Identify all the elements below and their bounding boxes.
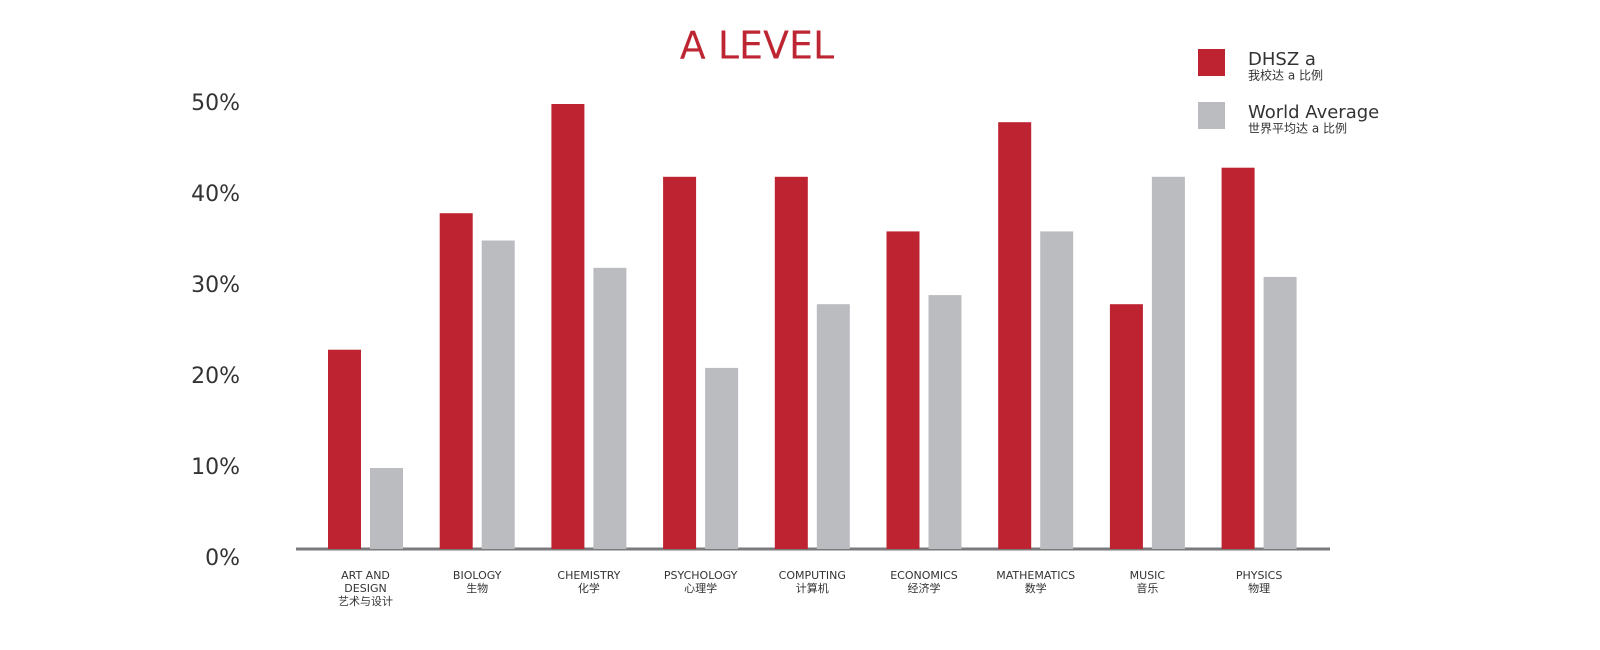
bar bbox=[886, 231, 920, 549]
x-tick-label: ECONOMICS bbox=[890, 569, 958, 582]
y-tick-label: 50% bbox=[191, 91, 240, 116]
x-tick-label-zh: 计算机 bbox=[795, 582, 829, 595]
legend-sublabel: 我校达 a 比例 bbox=[1248, 68, 1323, 83]
x-tick-label: BIOLOGY bbox=[452, 569, 502, 582]
chart-title: A LEVEL bbox=[680, 24, 834, 68]
y-tick-label: 10% bbox=[191, 455, 240, 480]
x-tick-label-zh: 音乐 bbox=[1136, 582, 1159, 595]
bar bbox=[1151, 176, 1185, 550]
x-tick-label-zh: 艺术与设计 bbox=[338, 595, 393, 608]
legend-label: DHSZ a bbox=[1248, 49, 1316, 70]
x-tick-label: MUSIC bbox=[1129, 569, 1166, 582]
bar bbox=[663, 176, 697, 550]
bar bbox=[593, 267, 627, 549]
bar bbox=[481, 240, 515, 549]
bar bbox=[774, 176, 808, 550]
bar bbox=[705, 367, 739, 549]
x-tick-label-zh: 物理 bbox=[1248, 582, 1271, 595]
bar bbox=[551, 104, 585, 549]
x-tick-label-zh: 数学 bbox=[1024, 582, 1047, 595]
bar bbox=[1109, 304, 1143, 549]
x-tick-label-zh: 心理学 bbox=[684, 582, 718, 595]
y-tick-label: 20% bbox=[191, 364, 240, 389]
bar bbox=[439, 213, 473, 549]
legend-label: World Average bbox=[1248, 102, 1379, 123]
x-tick-label: CHEMISTRY bbox=[557, 569, 621, 582]
x-tick-label-zh: 化学 bbox=[577, 582, 600, 595]
bar bbox=[816, 304, 850, 549]
x-tick-label-zh: 生物 bbox=[466, 582, 489, 595]
bar bbox=[928, 295, 962, 549]
legend-swatch bbox=[1198, 102, 1225, 129]
bar bbox=[998, 122, 1032, 549]
x-tick-label: MATHEMATICS bbox=[996, 569, 1076, 582]
bar bbox=[1040, 231, 1074, 549]
y-tick-label: 40% bbox=[191, 182, 240, 207]
y-tick-label: 30% bbox=[191, 273, 240, 298]
bar bbox=[328, 349, 361, 549]
y-tick-label: 0% bbox=[205, 546, 240, 571]
x-tick-label-zh: 经济学 bbox=[907, 582, 941, 595]
bar bbox=[1263, 276, 1297, 549]
x-tick-label: PSYCHOLOGY bbox=[663, 569, 738, 582]
legend-swatch bbox=[1198, 49, 1225, 76]
legend-sublabel: 世界平均达 a 比例 bbox=[1248, 122, 1347, 136]
bar bbox=[1221, 167, 1255, 549]
x-tick-label: ART AND DESIGN bbox=[341, 569, 390, 595]
bar bbox=[370, 468, 403, 549]
x-tick-label: COMPUTING bbox=[778, 569, 846, 582]
x-tick-label: PHYSICS bbox=[1235, 569, 1283, 582]
